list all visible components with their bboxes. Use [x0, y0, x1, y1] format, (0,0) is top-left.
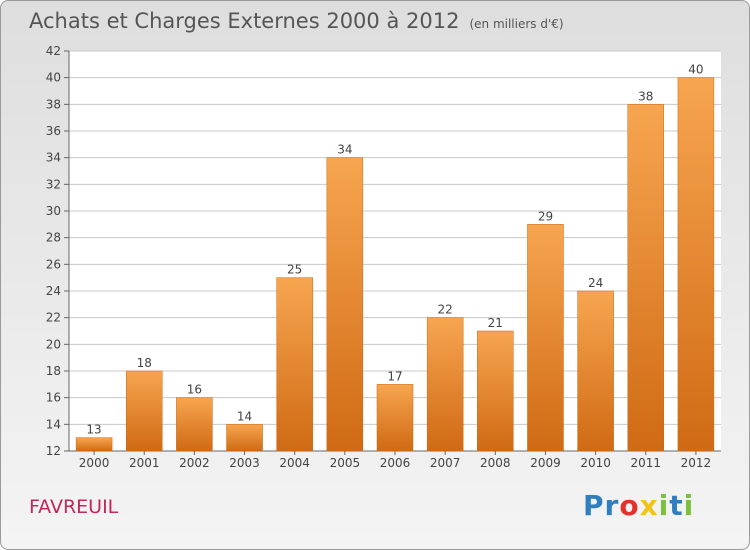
chart-unit: (en milliers d'€) [469, 17, 564, 31]
bar [627, 104, 665, 452]
bar [527, 224, 564, 452]
x-tick-label: 2000 [79, 456, 110, 470]
x-tick-label: 2012 [681, 456, 712, 470]
data-label: 29 [538, 209, 553, 223]
x-tick-label: 2007 [430, 456, 461, 470]
bar [226, 424, 263, 452]
logo-letter: P [583, 489, 605, 522]
y-tick-label: 14 [46, 417, 61, 431]
bar [426, 317, 464, 452]
x-tick-label: 2006 [380, 456, 411, 470]
y-tick-label: 36 [46, 124, 61, 138]
data-label: 38 [638, 89, 653, 103]
logo-letter: t [669, 489, 684, 522]
data-label: 40 [688, 63, 703, 77]
y-tick-label: 28 [46, 231, 61, 245]
x-tick-label: 2005 [330, 456, 361, 470]
data-label: 22 [438, 303, 453, 317]
bar [125, 370, 163, 452]
bar [326, 157, 364, 452]
y-tick-label: 24 [46, 284, 61, 298]
bar [677, 77, 715, 452]
bar [376, 384, 414, 452]
y-tick-label: 42 [46, 44, 61, 58]
logo-letter: r [604, 489, 620, 522]
bar [176, 397, 213, 452]
x-tick-label: 2010 [580, 456, 611, 470]
data-label: 25 [287, 263, 302, 277]
proxiti-logo: Proxiti [583, 489, 694, 522]
bar [75, 437, 113, 452]
y-tick-label: 34 [46, 151, 61, 165]
x-tick-label: 2009 [530, 456, 561, 470]
bar [477, 330, 514, 452]
logo-letter: x [639, 489, 659, 522]
data-label: 24 [588, 276, 603, 290]
x-tick-label: 2004 [279, 456, 310, 470]
y-tick-label: 38 [46, 97, 61, 111]
data-label: 21 [488, 316, 503, 330]
logo-letter: i [658, 489, 670, 522]
data-label: 14 [237, 409, 252, 423]
bar [276, 277, 313, 452]
y-tick-label: 30 [46, 204, 61, 218]
logo-letter: i [683, 489, 695, 522]
commune-name: FAVREUIL [29, 496, 119, 518]
x-tick-label: 2003 [229, 456, 260, 470]
y-tick-label: 20 [46, 337, 61, 351]
logo-letter: o [619, 489, 640, 522]
chart-title: Achats et Charges Externes 2000 à 2012 (e… [29, 9, 564, 33]
x-tick-label: 2011 [630, 456, 661, 470]
y-tick-label: 32 [46, 177, 61, 191]
y-tick-label: 12 [46, 444, 61, 458]
data-label: 17 [387, 369, 402, 383]
data-label: 16 [187, 383, 202, 397]
x-tick-label: 2002 [179, 456, 210, 470]
data-label: 34 [337, 143, 352, 157]
data-label: 13 [86, 423, 101, 437]
y-tick-label: 16 [46, 391, 61, 405]
chart-title-text: Achats et Charges Externes 2000 à 2012 [29, 9, 460, 33]
data-label: 18 [137, 356, 152, 370]
y-tick-label: 26 [46, 257, 61, 271]
x-tick-label: 2001 [129, 456, 160, 470]
y-tick-label: 18 [46, 364, 61, 378]
y-tick-label: 40 [46, 71, 61, 85]
bar [577, 290, 614, 452]
y-tick-label: 22 [46, 311, 61, 325]
x-tick-label: 2008 [480, 456, 511, 470]
